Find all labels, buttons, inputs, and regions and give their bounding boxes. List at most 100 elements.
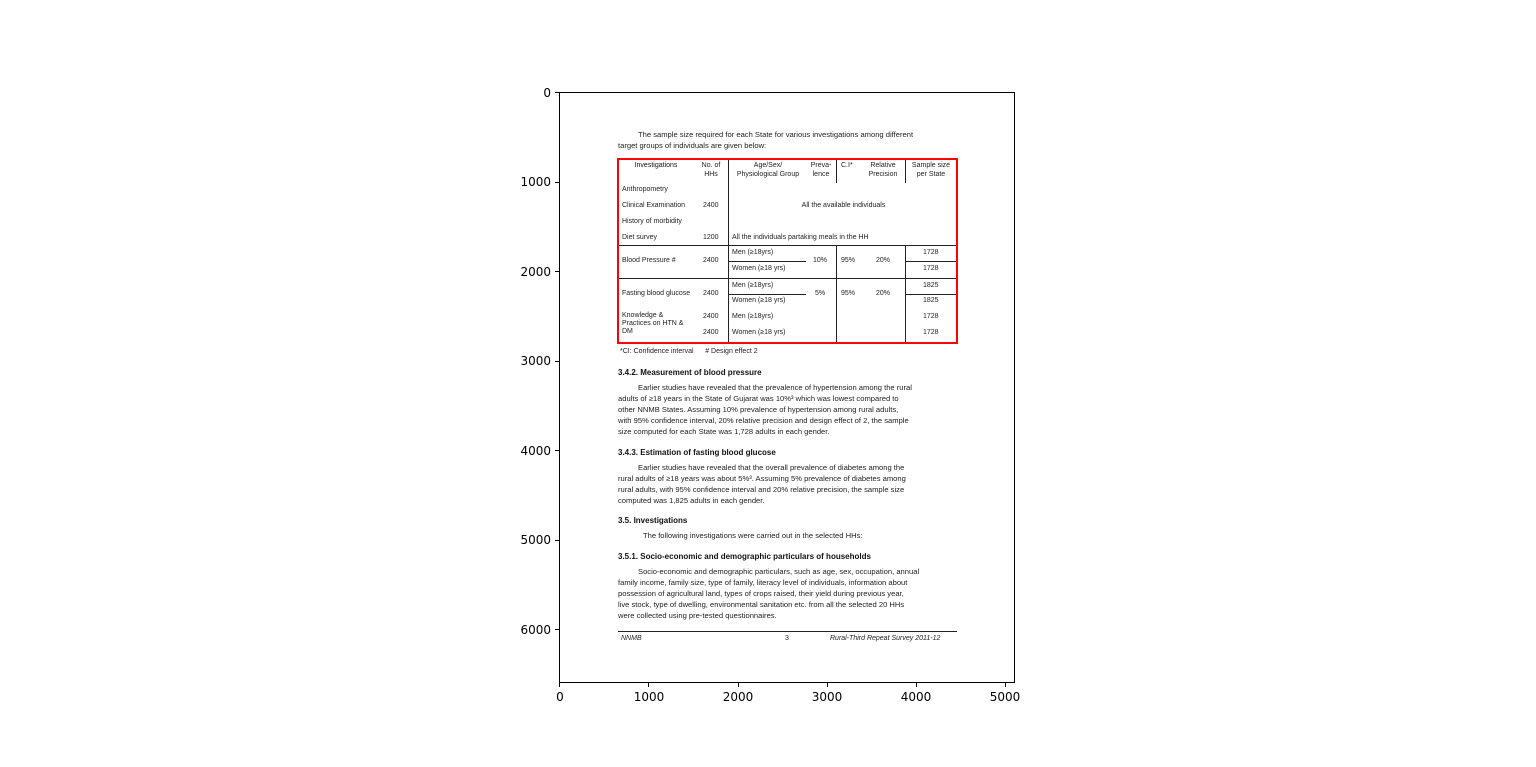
td: Women (≥18 yrs) [732,329,786,336]
td: 1728 [923,265,939,272]
td: Men (≥18yrs) [732,282,774,289]
y-tick-mark [555,182,559,183]
td: 1200 [703,234,719,241]
para-line: possession of agricultural land, types o… [618,589,904,598]
intro-line: target groups of individuals are given b… [618,141,767,150]
table-divider [905,160,906,183]
td: 95% [841,290,856,297]
section-heading: 3.5.1. Socio-economic and demographic pa… [618,552,871,561]
td: Men (≥18yrs) [732,313,774,320]
y-tick-label: 4000 [520,444,551,458]
td: Anthropometry [622,186,668,193]
y-tick-mark [555,450,559,451]
table-divider [905,261,957,262]
highlight-box [617,158,958,344]
para-line: Earlier studies have revealed that the o… [638,463,905,472]
x-tick-label: 1000 [633,690,665,704]
x-tick-mark [738,683,739,687]
para-line: with 95% confidence interval, 20% relati… [618,416,909,425]
td: All the available individuals [801,202,886,209]
y-tick-label: 5000 [520,533,551,547]
x-tick-mark [559,683,560,687]
para-line: Socio-economic and demographic particula… [638,567,920,576]
para-line: computed was 1,825 adults in each gender… [618,496,765,505]
y-tick-label: 2000 [520,265,551,279]
x-tick-mark [827,683,828,687]
footer-left: NNMB [621,635,642,642]
td: 1728 [923,329,939,336]
para-line: rural adults, with 95% confidence interv… [618,485,905,494]
y-tick-label: 1000 [520,175,551,189]
table-divider [905,294,957,295]
table-footnote: *CI: Confidence interval # Design effect… [620,348,758,355]
section-heading: 3.4.2. Measurement of blood pressure [618,368,762,377]
td: 20% [876,257,891,264]
th: Relative [870,162,896,169]
para-line: Earlier studies have revealed that the p… [638,383,912,392]
y-tick-mark [555,540,559,541]
section-heading: 3.5. Investigations [618,516,688,525]
td: 95% [841,257,856,264]
td: DM [622,328,633,335]
td: 2400 [703,202,719,209]
td: 2400 [703,329,719,336]
table-divider [618,245,957,246]
td: Women (≥18 yrs) [732,265,786,272]
para-line: size computed for each State was 1,728 a… [618,427,830,436]
td: 1728 [923,313,939,320]
th: HHs [704,171,718,178]
td: Knowledge & [622,312,664,319]
td: 10% [813,257,828,264]
th: No. of [701,162,721,169]
td: Blood Pressure # [622,257,676,264]
td: Men (≥18yrs) [732,249,774,256]
td: 1825 [923,282,939,289]
table-divider [728,294,806,295]
td: 1728 [923,249,939,256]
para-line: The following investigations were carrie… [643,531,863,540]
plot-axes [559,92,1015,683]
x-tick-mark [916,683,917,687]
y-tick-mark [555,361,559,362]
th: Investigations [634,162,678,169]
td: Diet survey [622,234,658,241]
td: History of morbidity [622,218,682,225]
page-number: 3 [785,635,789,642]
y-tick-label: 0 [543,86,551,100]
para-line: rural adults of ≥18 years was about 5%³.… [618,474,906,483]
x-tick-label: 2000 [722,690,754,704]
y-tick-mark [555,271,559,272]
td: 2400 [703,257,719,264]
td: Clinical Examination [622,202,686,209]
para-line: were collected using pre-tested question… [618,611,777,620]
x-tick-mark [1005,683,1006,687]
table-divider [836,245,837,343]
para-line: family income, family size, type of fami… [618,578,908,587]
section-heading: 3.4.3. Estimation of fasting blood gluco… [618,448,776,457]
th: Age/Sex/ [753,162,783,169]
td: Practices on HTN & [622,320,684,327]
y-tick-mark [555,92,559,93]
td: 5% [815,290,826,297]
para-line: live stock, type of dwelling, environmen… [618,600,905,609]
th: per State [916,171,946,178]
th: Sample size [911,162,951,169]
th: C.I* [841,162,853,169]
intro-line: The sample size required for each State … [638,130,914,139]
x-tick-label: 0 [556,690,564,704]
para-line: other NNMB States. Assuming 10% prevalen… [618,405,899,414]
th: Preva- [810,162,832,169]
td: 2400 [703,290,719,297]
td: Women (≥18 yrs) [732,297,786,304]
th: Physiological Group [736,171,800,178]
table-divider [728,160,729,343]
th: Precision [868,171,898,178]
x-tick-label: 4000 [900,690,932,704]
td: 2400 [703,313,719,320]
x-tick-label: 5000 [989,690,1021,704]
footer-rule [618,631,957,632]
table-divider [836,160,837,183]
x-tick-label: 3000 [811,690,843,704]
x-tick-mark [648,683,649,687]
table-divider [728,261,806,262]
